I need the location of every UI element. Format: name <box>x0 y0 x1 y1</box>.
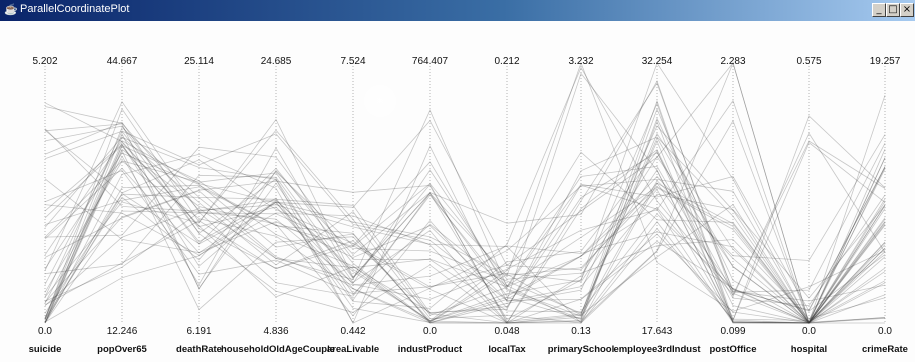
axis-max-label: 2.283 <box>720 56 746 67</box>
data-polyline[interactable] <box>44 187 886 324</box>
axis-min-label: 0.0 <box>38 326 52 337</box>
data-polyline[interactable] <box>44 62 886 324</box>
data-polyline[interactable] <box>44 182 886 324</box>
parallel-coordinate-plot[interactable]: 5.202 44.667 25.114 24.685 7.524 764.407… <box>0 21 915 362</box>
data-polyline[interactable] <box>44 61 886 324</box>
axis-max-label: 0.575 <box>796 56 822 67</box>
data-polyline[interactable] <box>44 126 886 324</box>
axis-name-localTax[interactable]: localTax <box>488 344 526 355</box>
data-polyline[interactable] <box>44 132 886 324</box>
axis-name-areaLivable[interactable]: areaLivable <box>326 344 380 355</box>
axis-name-deathRate[interactable]: deathRate <box>176 344 222 355</box>
data-polyline[interactable] <box>44 148 886 324</box>
close-button[interactable]: × <box>900 3 914 17</box>
data-polyline[interactable] <box>44 108 886 323</box>
data-polyline[interactable] <box>44 102 886 323</box>
minimize-button[interactable]: _ <box>872 3 886 17</box>
data-polyline[interactable] <box>44 141 886 322</box>
data-polyline[interactable] <box>44 108 886 324</box>
axis-max-label: 44.667 <box>106 56 138 67</box>
axis-max-label: 0.212 <box>494 56 520 67</box>
data-polyline[interactable] <box>44 106 886 324</box>
data-polyline[interactable] <box>44 125 886 324</box>
axis-min-label: 0.0 <box>802 326 816 337</box>
data-polyline[interactable] <box>44 115 886 324</box>
data-polyline[interactable] <box>44 136 886 316</box>
axis-name-hospital[interactable]: hospital <box>790 344 828 355</box>
axis-max-label: 24.685 <box>260 56 292 67</box>
axis-name-suicide[interactable]: suicide <box>28 344 62 355</box>
data-polyline[interactable] <box>44 149 886 324</box>
axis-max-label: 25.114 <box>184 56 214 67</box>
data-polyline[interactable] <box>44 66 886 319</box>
data-polyline[interactable] <box>44 117 886 324</box>
plot-canvas[interactable] <box>0 21 915 362</box>
data-polyline[interactable] <box>44 145 886 324</box>
data-polyline[interactable] <box>44 134 886 324</box>
data-polyline[interactable] <box>44 119 886 324</box>
axis-name-employee3rdIndust[interactable]: employee3rdIndust <box>613 344 701 355</box>
axis-max-label: 764.407 <box>411 56 449 67</box>
data-polyline[interactable] <box>44 130 886 324</box>
axis-max-label: 3.232 <box>568 56 594 67</box>
data-polyline[interactable] <box>44 155 886 324</box>
data-polyline[interactable] <box>44 82 886 324</box>
axis-max-label: 32.254 <box>641 56 673 67</box>
axis-max-label: 7.524 <box>340 56 366 67</box>
data-polyline[interactable] <box>44 119 886 323</box>
data-polyline[interactable] <box>44 160 886 324</box>
axis-name-industProduct[interactable]: industProduct <box>397 344 463 355</box>
axis-min-label: 0.048 <box>494 326 520 337</box>
axis-min-label: 0.0 <box>423 326 437 337</box>
window-title: ParallelCoordinatePlot <box>20 3 130 15</box>
axis-min-label: 4.836 <box>263 326 289 337</box>
axis-min-label: 0.0 <box>878 326 892 337</box>
axis-max-label: 19.257 <box>869 56 901 67</box>
data-polyline[interactable] <box>44 151 886 324</box>
data-polyline[interactable] <box>44 95 886 325</box>
data-polyline[interactable] <box>44 153 886 324</box>
data-polyline[interactable] <box>44 120 886 324</box>
screen-glare <box>355 81 405 121</box>
data-polyline[interactable] <box>44 132 886 324</box>
axis-name-postOffice[interactable]: postOffice <box>709 344 757 355</box>
data-polyline[interactable] <box>44 99 886 324</box>
data-polyline[interactable] <box>44 136 886 324</box>
axis-name-householdOldAgeCouple[interactable]: householdOldAgeCouple <box>221 344 335 355</box>
data-polyline[interactable] <box>44 190 886 324</box>
title-bar[interactable]: ☕ ParallelCoordinatePlot _ □ × <box>0 0 915 21</box>
data-polyline[interactable] <box>44 145 886 324</box>
axis-min-label: 0.099 <box>720 326 746 337</box>
data-polyline[interactable] <box>44 146 886 324</box>
data-polyline[interactable] <box>44 170 885 324</box>
axis-name-primarySchool[interactable]: primarySchool <box>547 344 615 355</box>
data-polyline[interactable] <box>44 80 886 298</box>
axis-min-label: 17.643 <box>641 326 673 337</box>
axis-max-label: 5.202 <box>32 56 58 67</box>
data-polyline[interactable] <box>44 137 886 324</box>
data-polyline[interactable] <box>44 100 886 320</box>
data-polyline[interactable] <box>44 72 886 324</box>
data-polyline[interactable] <box>44 140 886 324</box>
data-polyline[interactable] <box>44 118 886 298</box>
axis-min-label: 0.13 <box>571 326 591 337</box>
data-polyline[interactable] <box>44 62 886 324</box>
axis-min-label: 12.246 <box>106 326 138 337</box>
maximize-button[interactable]: □ <box>886 3 900 17</box>
java-cup-icon: ☕ <box>4 4 18 16</box>
axis-min-label: 6.191 <box>186 326 212 337</box>
data-polyline[interactable] <box>44 61 886 312</box>
axis-min-label: 0.442 <box>340 326 366 337</box>
axis-name-popOver65[interactable]: popOver65 <box>97 344 147 355</box>
data-polyline[interactable] <box>44 102 886 324</box>
axis-name-crimeRate[interactable]: crimeRate <box>862 344 908 355</box>
data-polyline[interactable] <box>44 130 886 324</box>
